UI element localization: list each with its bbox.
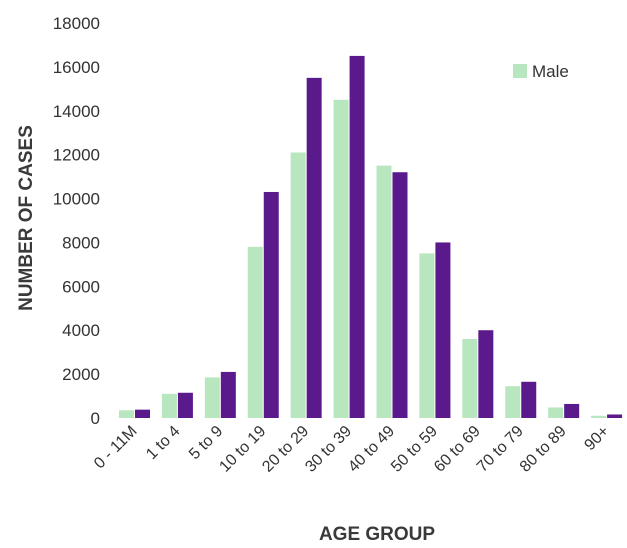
bars <box>119 55 623 419</box>
x-tick-label: 40 to 49 <box>345 423 398 476</box>
x-tick-label: 50 to 59 <box>388 423 441 476</box>
y-tick-label: 14000 <box>53 102 100 121</box>
x-tick-label: 1 to 4 <box>143 423 183 463</box>
legend-swatch-male <box>513 64 527 78</box>
y-tick-label: 10000 <box>53 190 100 209</box>
bar-series2-11 <box>607 414 623 418</box>
y-tick-label: 0 <box>91 409 100 428</box>
bar-series2-1 <box>177 392 193 418</box>
y-tick-label: 4000 <box>62 321 100 340</box>
x-tick-label: 10 to 19 <box>216 423 269 476</box>
y-tick-label: 2000 <box>62 365 100 384</box>
bar-series2-9 <box>521 381 537 418</box>
bar-male-3 <box>247 246 263 418</box>
x-tick-label: 30 to 39 <box>302 423 355 476</box>
bar-series2-5 <box>349 55 365 419</box>
x-tick-label: 80 to 89 <box>517 423 570 476</box>
x-tick-label: 90+ <box>581 423 612 454</box>
bar-male-9 <box>505 386 521 418</box>
bar-male-7 <box>419 253 435 418</box>
x-tick-label: 60 to 69 <box>431 423 484 476</box>
x-axis-title: AGE GROUP <box>319 524 435 545</box>
bar-series2-0 <box>135 409 150 418</box>
bar-male-4 <box>290 152 306 418</box>
bar-male-11 <box>591 415 607 418</box>
bar-male-0 <box>119 410 134 418</box>
bar-male-10 <box>548 407 564 418</box>
x-tick-label: 0 - 11M <box>91 423 141 473</box>
bar-series2-2 <box>220 371 236 418</box>
y-tick-label: 8000 <box>62 233 100 252</box>
bar-series2-8 <box>478 330 494 418</box>
y-axis-ticks: 0 2000 4000 6000 8000 10000 12000 14000 16000 180… <box>53 14 100 428</box>
legend: Male <box>513 62 569 81</box>
bar-male-1 <box>161 393 177 418</box>
y-tick-label: 16000 <box>53 58 100 77</box>
x-tick-label: 5 to 9 <box>186 423 226 463</box>
bar-series2-7 <box>435 242 451 418</box>
bar-male-2 <box>204 377 220 418</box>
x-tick-label: 70 to 79 <box>474 423 527 476</box>
y-tick-label: 12000 <box>53 146 100 165</box>
y-axis-title: NUMBER OF CASES <box>16 125 37 311</box>
bar-male-5 <box>333 99 349 419</box>
legend-label-male: Male <box>532 62 569 81</box>
bar-series2-10 <box>564 403 580 418</box>
y-tick-label: 18000 <box>53 14 100 33</box>
bar-male-8 <box>462 339 478 418</box>
bar-series2-3 <box>263 191 279 418</box>
x-tick-label: 20 to 29 <box>259 423 312 476</box>
bar-series2-6 <box>392 172 408 418</box>
y-tick-label: 6000 <box>62 277 100 296</box>
bar-male-6 <box>376 165 392 418</box>
bar-series2-4 <box>306 77 322 418</box>
